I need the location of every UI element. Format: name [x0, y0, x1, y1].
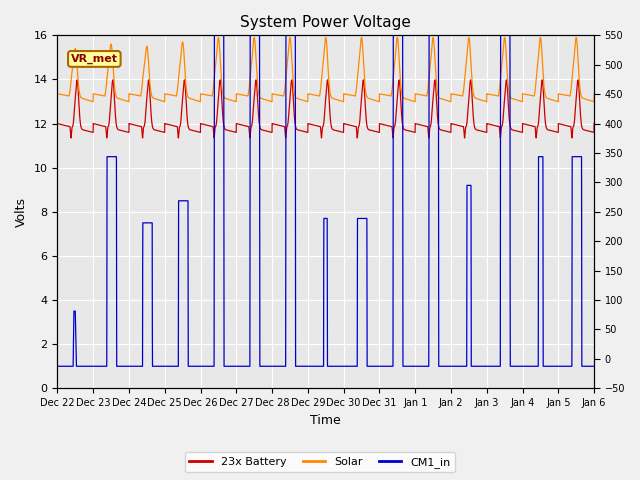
- Legend: 23x Battery, Solar, CM1_in: 23x Battery, Solar, CM1_in: [185, 452, 455, 472]
- Title: System Power Voltage: System Power Voltage: [240, 15, 411, 30]
- Y-axis label: Volts: Volts: [15, 197, 28, 227]
- Text: VR_met: VR_met: [71, 54, 118, 64]
- X-axis label: Time: Time: [310, 414, 341, 427]
